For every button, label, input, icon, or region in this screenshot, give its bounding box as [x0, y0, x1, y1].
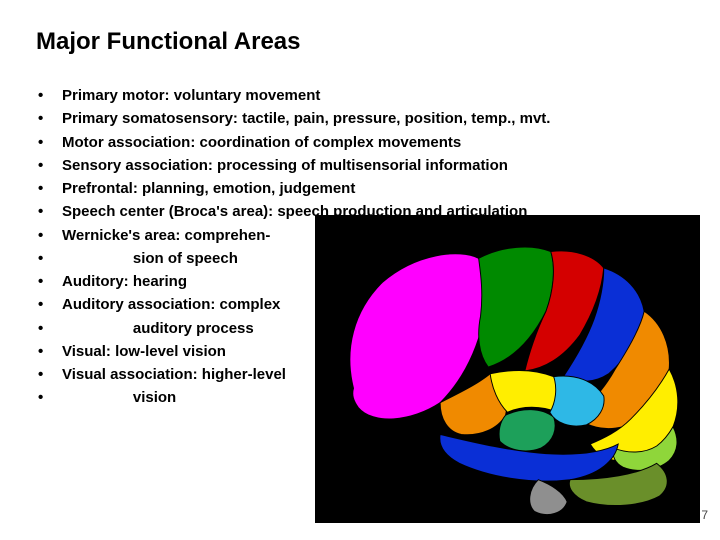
bullet-marker: •	[36, 386, 62, 409]
bullet-marker: •	[36, 224, 62, 247]
bullet-text: Prefrontal: planning, emotion, judgement	[62, 177, 684, 200]
page-title: Major Functional Areas	[36, 28, 684, 56]
bullet-item: •Primary motor: voluntary movement	[36, 84, 684, 107]
bullet-marker: •	[36, 177, 62, 200]
bullet-marker: •	[36, 84, 62, 107]
brain-svg	[315, 215, 700, 523]
bullet-item: •Prefrontal: planning, emotion, judgemen…	[36, 177, 684, 200]
bullet-marker: •	[36, 107, 62, 130]
bullet-marker: •	[36, 154, 62, 177]
brain-diagram	[315, 215, 700, 515]
bullet-marker: •	[36, 247, 62, 270]
bullet-text: Motor association: coordination of compl…	[62, 131, 684, 154]
bullet-text: Sensory association: processing of multi…	[62, 154, 684, 177]
brain-region-auditory	[499, 410, 555, 451]
bullet-item: •Primary somatosensory: tactile, pain, p…	[36, 107, 684, 130]
bullet-marker: •	[36, 317, 62, 340]
bullet-marker: •	[36, 131, 62, 154]
bullet-marker: •	[36, 293, 62, 316]
bullet-marker: •	[36, 270, 62, 293]
bullet-text: Primary motor: voluntary movement	[62, 84, 684, 107]
bullet-marker: •	[36, 363, 62, 386]
bullet-marker: •	[36, 340, 62, 363]
bullet-marker: •	[36, 200, 62, 223]
page-number: 7	[701, 508, 708, 522]
bullet-text: Primary somatosensory: tactile, pain, pr…	[62, 107, 684, 130]
bullet-item: •Motor association: coordination of comp…	[36, 131, 684, 154]
bullet-item: •Sensory association: processing of mult…	[36, 154, 684, 177]
